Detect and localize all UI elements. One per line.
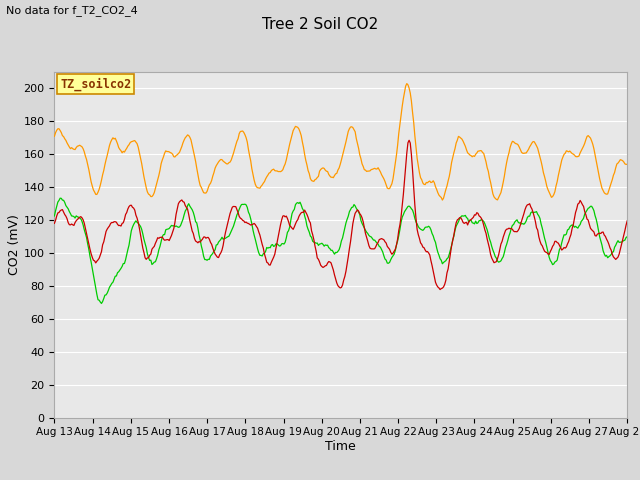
Text: No data for f_T2_CO2_4: No data for f_T2_CO2_4: [6, 5, 138, 16]
Text: TZ_soilco2: TZ_soilco2: [60, 77, 131, 91]
X-axis label: Time: Time: [325, 440, 356, 453]
Text: Tree 2 Soil CO2: Tree 2 Soil CO2: [262, 17, 378, 32]
Y-axis label: CO2 (mV): CO2 (mV): [8, 215, 20, 275]
